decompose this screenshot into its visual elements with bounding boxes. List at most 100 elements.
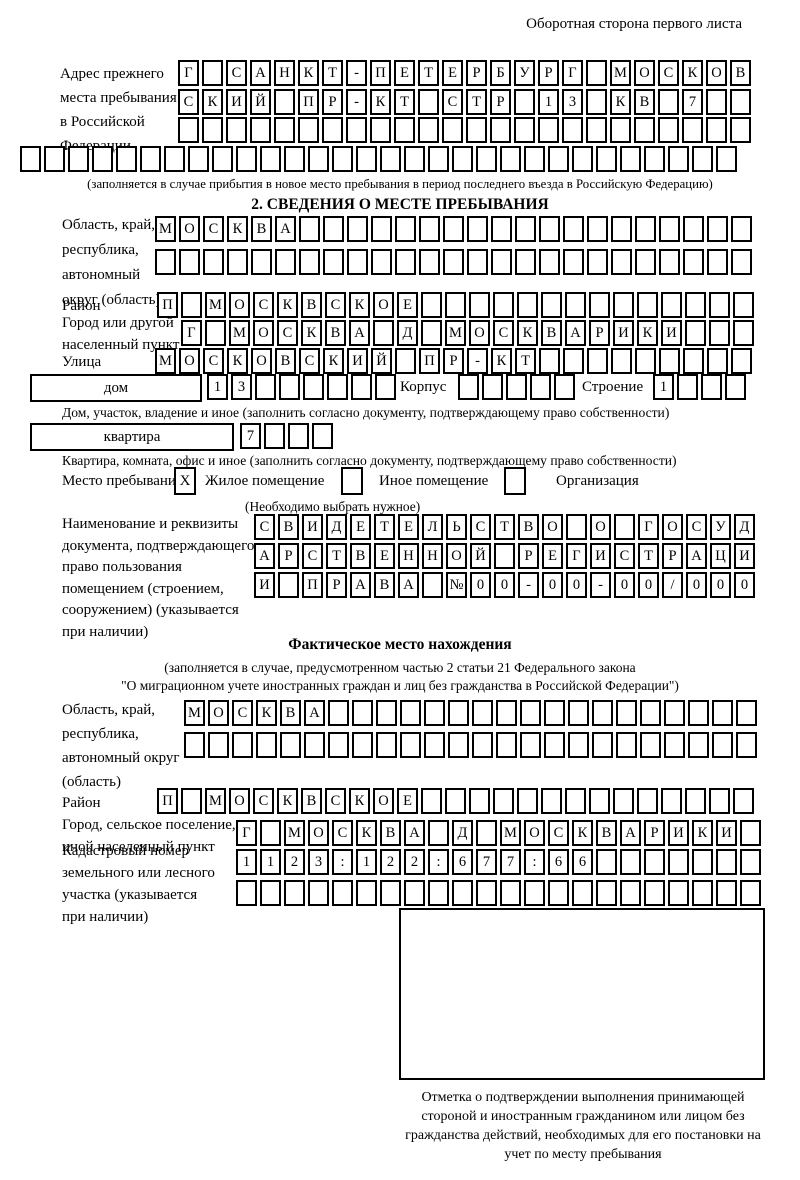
- char-box: [494, 543, 515, 569]
- label-stroenie: Строение: [582, 379, 644, 395]
- char-box: Р: [490, 89, 511, 115]
- label-other-premises: Иное помещение: [379, 473, 489, 489]
- char-box: 7: [240, 423, 261, 449]
- char-box: [452, 880, 473, 906]
- prev-address-note: (заполняется в случае прибытия в новое м…: [87, 177, 713, 191]
- char-box: Т: [374, 514, 395, 540]
- char-box: [284, 146, 305, 172]
- char-box: В: [275, 348, 296, 374]
- char-box: [562, 117, 583, 143]
- prev-address-row-4: [20, 146, 737, 172]
- char-box: [668, 880, 689, 906]
- char-box: 3: [308, 849, 329, 875]
- char-box: [496, 700, 517, 726]
- char-box: :: [332, 849, 353, 875]
- char-box: [472, 700, 493, 726]
- char-box: [587, 216, 608, 242]
- char-box: Д: [734, 514, 755, 540]
- char-box: [443, 216, 464, 242]
- char-box: К: [572, 820, 593, 846]
- stamp-caption: Отметка о подтверждении выполнения прини…: [405, 1090, 761, 1162]
- char-box: 6: [572, 849, 593, 875]
- char-box: [181, 788, 202, 814]
- char-box: [308, 880, 329, 906]
- char-box: Е: [442, 60, 463, 86]
- char-box: [548, 146, 569, 172]
- char-box: [541, 788, 562, 814]
- char-box: О: [524, 820, 545, 846]
- char-box: К: [682, 60, 703, 86]
- char-box: 0: [614, 572, 635, 598]
- char-box: [677, 374, 698, 400]
- char-box: М: [205, 292, 226, 318]
- char-box: [442, 117, 463, 143]
- char-box: О: [706, 60, 727, 86]
- char-box: [554, 374, 575, 400]
- char-box: И: [302, 514, 323, 540]
- char-box: [352, 732, 373, 758]
- char-box: А: [404, 820, 425, 846]
- char-box: [587, 348, 608, 374]
- char-box: [520, 700, 541, 726]
- char-box: О: [590, 514, 611, 540]
- char-box: Р: [538, 60, 559, 86]
- char-box: С: [203, 216, 224, 242]
- char-box: [658, 117, 679, 143]
- char-box: [725, 374, 746, 400]
- stamp-area: [399, 908, 765, 1080]
- char-box: О: [662, 514, 683, 540]
- char-box: [188, 146, 209, 172]
- char-box: [226, 117, 247, 143]
- char-box: [458, 374, 479, 400]
- char-box: [685, 788, 706, 814]
- char-box: К: [202, 89, 223, 115]
- char-box: Т: [418, 60, 439, 86]
- char-box: [517, 788, 538, 814]
- char-box: [644, 849, 665, 875]
- char-box: [323, 216, 344, 242]
- char-box: [610, 117, 631, 143]
- char-box: С: [470, 514, 491, 540]
- char-box: [428, 820, 449, 846]
- char-box: 3: [562, 89, 583, 115]
- char-box: Р: [322, 89, 343, 115]
- char-box: В: [634, 89, 655, 115]
- char-box: [491, 216, 512, 242]
- char-box: [730, 117, 751, 143]
- char-box: [500, 880, 521, 906]
- char-box: [568, 700, 589, 726]
- char-box: [563, 348, 584, 374]
- char-box: С: [442, 89, 463, 115]
- char-box: И: [716, 820, 737, 846]
- char-box: [592, 700, 613, 726]
- char-box: Т: [466, 89, 487, 115]
- char-box: [709, 320, 730, 346]
- char-box: [250, 117, 271, 143]
- char-box: [375, 374, 396, 400]
- char-box: [563, 249, 584, 275]
- char-box: [544, 700, 565, 726]
- char-box: А: [686, 543, 707, 569]
- char-box: [740, 849, 761, 875]
- char-box: О: [251, 348, 272, 374]
- char-box: [524, 880, 545, 906]
- char-box: В: [251, 216, 272, 242]
- char-box: [476, 880, 497, 906]
- char-box: Е: [542, 543, 563, 569]
- char-box: М: [229, 320, 250, 346]
- char-box: В: [730, 60, 751, 86]
- char-box: [644, 146, 665, 172]
- char-box: Т: [326, 543, 347, 569]
- char-box: -: [346, 89, 367, 115]
- char-box: О: [179, 216, 200, 242]
- apartment-note: Квартира, комната, офис и иное (заполнит…: [62, 453, 677, 468]
- char-box: Р: [466, 60, 487, 86]
- char-box: И: [254, 572, 275, 598]
- char-box: [635, 249, 656, 275]
- char-box: Д: [326, 514, 347, 540]
- char-box: [740, 880, 761, 906]
